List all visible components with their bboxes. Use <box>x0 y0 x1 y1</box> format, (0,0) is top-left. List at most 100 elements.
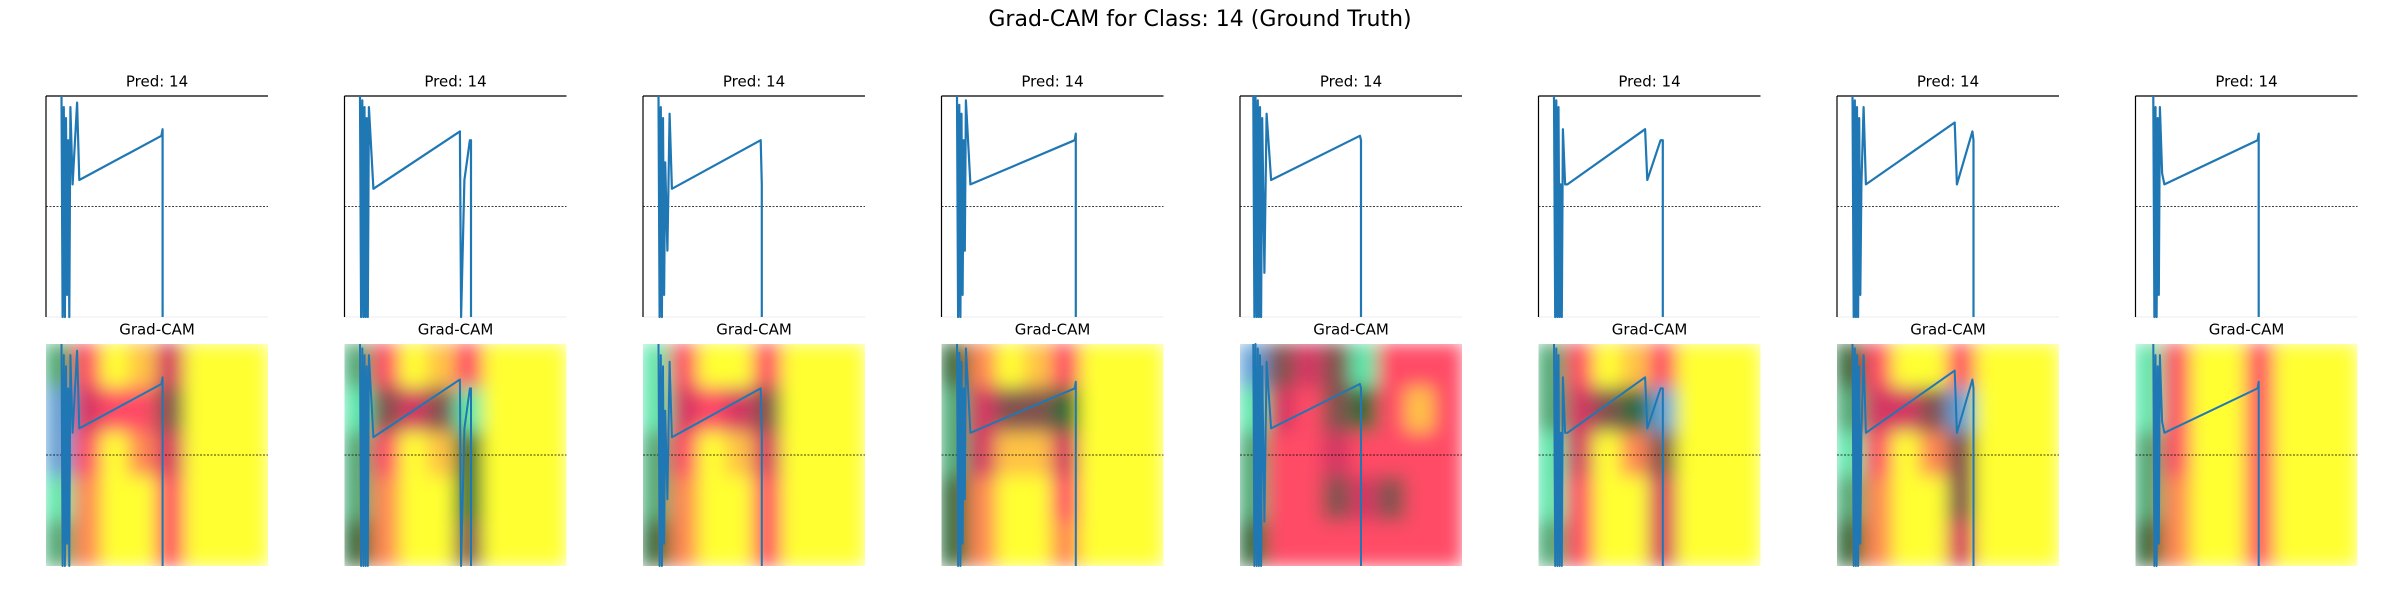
heat-cell <box>1266 476 1297 523</box>
heat-cell <box>100 520 131 566</box>
heat-cell <box>239 344 268 390</box>
heat-cell <box>1350 387 1380 434</box>
heat-cell <box>156 387 186 434</box>
heat-cell <box>725 431 755 479</box>
heat-cell <box>2245 476 2276 523</box>
heat-cell <box>836 387 865 434</box>
heat-cell <box>1974 476 2005 523</box>
heat-cell <box>482 520 512 566</box>
heat-cell <box>808 344 839 390</box>
heat-cell <box>426 476 457 523</box>
signal-line <box>955 95 1077 319</box>
heat-cell <box>100 344 131 390</box>
subplot <box>642 95 865 319</box>
heat-cell <box>100 387 131 434</box>
signal-line <box>1252 94 1363 319</box>
heat-cell <box>1863 520 1894 566</box>
subplot-title: Grad-CAM <box>1015 321 1091 339</box>
heat-cell <box>482 476 512 523</box>
heat-cell <box>669 431 700 479</box>
heat-cell <box>1676 520 1706 566</box>
heat-cell <box>1676 431 1706 479</box>
subplot <box>45 95 268 319</box>
heat-cell <box>1565 520 1595 566</box>
heat-cell <box>2273 431 2303 479</box>
heat-cell <box>1266 344 1297 390</box>
heat-cell <box>697 520 728 566</box>
heat-cell <box>1350 520 1380 566</box>
heat-cell <box>183 344 214 390</box>
heat-cell <box>1919 476 1949 523</box>
signal-line <box>657 95 763 319</box>
subplot <box>1537 95 1761 319</box>
signal-line <box>1851 95 1975 319</box>
heat-cell <box>1837 344 1866 390</box>
heat-cell <box>72 387 103 434</box>
heat-cell <box>1593 520 1623 566</box>
heat-cell <box>669 387 700 434</box>
heat-cell <box>510 520 540 566</box>
heat-cell <box>1891 431 1922 479</box>
heat-cell <box>725 520 755 566</box>
heat-cell <box>2030 520 2059 566</box>
heat-cell <box>1107 344 1137 390</box>
heat-cell <box>399 476 429 523</box>
heat-cell <box>156 431 186 479</box>
subplot <box>46 343 268 567</box>
heat-cell <box>1593 344 1623 390</box>
heat-cell <box>371 476 401 523</box>
heat-cell <box>968 476 998 523</box>
heat-cell <box>1377 476 1408 523</box>
heat-cell <box>1322 520 1352 566</box>
heat-cell <box>1731 520 1761 566</box>
heat-cell <box>156 344 186 390</box>
heat-cell <box>454 520 485 566</box>
heat-cell <box>1974 431 2005 479</box>
heat-cell <box>537 387 567 434</box>
heat-cell <box>371 520 401 566</box>
signal-line <box>1553 343 1664 567</box>
heat-cell <box>753 476 783 523</box>
heat-cell <box>2190 344 2220 390</box>
heat-cell <box>1266 431 1297 479</box>
heat-cell <box>1863 387 1894 434</box>
heat-cell <box>836 520 865 566</box>
heat-cell <box>697 431 728 479</box>
heat-cell <box>2301 476 2331 523</box>
heat-cell <box>996 476 1026 523</box>
heat-cell <box>1023 431 1054 479</box>
heat-cell <box>1079 431 1109 479</box>
heat-cell <box>1863 344 1894 390</box>
heat-cell <box>1891 520 1922 566</box>
heat-cell <box>2002 387 2033 434</box>
heat-cell <box>1079 344 1109 390</box>
heat-cell <box>697 476 728 523</box>
heat-cell <box>183 476 214 523</box>
heat-cell <box>941 520 971 566</box>
heat-cell <box>669 344 700 390</box>
heat-cell <box>1377 387 1408 434</box>
subplot-title: Grad-CAM <box>1910 321 1986 339</box>
subplot <box>941 343 1164 567</box>
heat-cell <box>2328 476 2358 523</box>
heat-cell <box>1593 476 1623 523</box>
subplot <box>2135 343 2358 567</box>
heat-cell <box>537 344 567 390</box>
heat-cell <box>1565 387 1595 434</box>
heat-cell <box>697 387 728 434</box>
heat-cell <box>2030 476 2059 523</box>
heat-cell <box>537 476 567 523</box>
heat-cell <box>968 344 998 390</box>
subplot <box>1837 343 2059 567</box>
heat-cell <box>1433 344 1462 390</box>
subplot-title: Pred: 14 <box>126 73 188 91</box>
heat-cell <box>1322 431 1352 479</box>
subplot-title: Pred: 14 <box>1618 73 1680 91</box>
heat-cell <box>753 431 783 479</box>
heat-cell <box>399 520 429 566</box>
heat-cell <box>2273 387 2303 434</box>
heat-cell <box>1107 387 1137 434</box>
heat-cell <box>1405 520 1436 566</box>
heat-cell <box>2245 520 2276 566</box>
heat-cell <box>1648 344 1679 390</box>
